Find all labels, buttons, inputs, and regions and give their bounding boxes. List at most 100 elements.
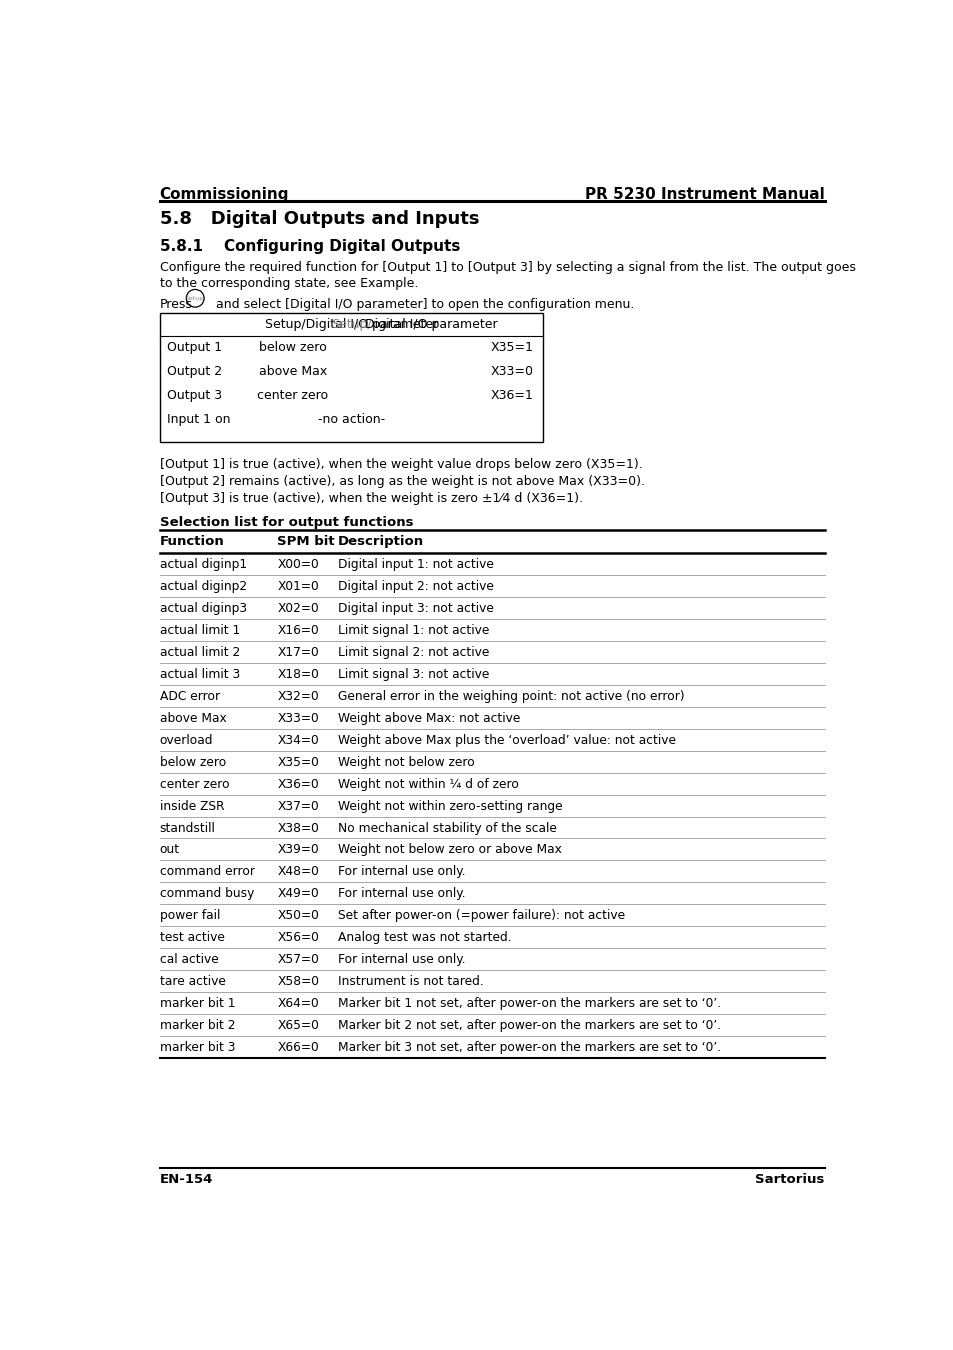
Text: Limit signal 3: not active: Limit signal 3: not active: [337, 668, 489, 680]
Text: Limit signal 2: not active: Limit signal 2: not active: [337, 645, 489, 659]
Text: Digital I/O parameter: Digital I/O parameter: [365, 317, 497, 331]
Text: For internal use only.: For internal use only.: [337, 953, 465, 967]
Text: Instrument is not tared.: Instrument is not tared.: [337, 975, 483, 988]
Text: cal active: cal active: [159, 953, 218, 967]
Text: General error in the weighing point: not active (no error): General error in the weighing point: not…: [337, 690, 683, 703]
Text: Setup: Setup: [186, 296, 204, 301]
Text: Output 2: Output 2: [167, 364, 222, 378]
Text: out: out: [159, 844, 179, 856]
Text: X02=0: X02=0: [277, 602, 318, 616]
Text: marker bit 3: marker bit 3: [159, 1041, 234, 1054]
Text: Weight above Max plus the ‘overload’ value: not active: Weight above Max plus the ‘overload’ val…: [337, 733, 675, 747]
Text: X38=0: X38=0: [277, 822, 319, 834]
Bar: [159, 313, 542, 443]
Text: above Max: above Max: [258, 364, 327, 378]
Text: to the corresponding state, see Example.: to the corresponding state, see Example.: [159, 278, 417, 290]
Text: X50=0: X50=0: [277, 910, 319, 922]
Text: Output 1: Output 1: [167, 340, 222, 354]
Text: actual limit 2: actual limit 2: [159, 645, 239, 659]
Text: Weight not below zero or above Max: Weight not below zero or above Max: [337, 844, 561, 856]
Text: For internal use only.: For internal use only.: [337, 887, 465, 900]
Text: [Output 2] remains (active), as long as the weight is not above Max (X33=0).: [Output 2] remains (active), as long as …: [159, 475, 644, 487]
Text: command error: command error: [159, 865, 254, 879]
Text: Analog test was not started.: Analog test was not started.: [337, 931, 511, 944]
Text: center zero: center zero: [257, 389, 328, 402]
Text: overload: overload: [159, 733, 213, 747]
Text: Sartorius: Sartorius: [755, 1173, 823, 1187]
Text: actual diginp3: actual diginp3: [159, 602, 247, 616]
Text: Configure the required function for [Output 1] to [Output 3] by selecting a sign: Configure the required function for [Out…: [159, 261, 855, 274]
Text: Selection list for output functions: Selection list for output functions: [159, 516, 413, 529]
Text: 5.8   Digital Outputs and Inputs: 5.8 Digital Outputs and Inputs: [159, 209, 478, 228]
Text: below zero: below zero: [258, 340, 326, 354]
Text: X17=0: X17=0: [277, 645, 318, 659]
Text: X48=0: X48=0: [277, 865, 319, 879]
Text: Description: Description: [337, 535, 423, 548]
Text: Weight not within zero-setting range: Weight not within zero-setting range: [337, 799, 562, 813]
Text: Marker bit 2 not set, after power-on the markers are set to ‘0’.: Marker bit 2 not set, after power-on the…: [337, 1019, 720, 1031]
Text: Weight above Max: not active: Weight above Max: not active: [337, 711, 519, 725]
Text: X66=0: X66=0: [277, 1041, 318, 1054]
Text: X57=0: X57=0: [277, 953, 319, 967]
Text: X64=0: X64=0: [277, 998, 318, 1010]
Text: actual diginp2: actual diginp2: [159, 580, 247, 593]
Text: Digital input 2: not active: Digital input 2: not active: [337, 580, 493, 593]
Text: Marker bit 1 not set, after power-on the markers are set to ‘0’.: Marker bit 1 not set, after power-on the…: [337, 998, 720, 1010]
Text: 5.8.1    Configuring Digital Outputs: 5.8.1 Configuring Digital Outputs: [159, 239, 459, 254]
Text: Set after power-on (=power failure): not active: Set after power-on (=power failure): not…: [337, 910, 624, 922]
Text: -no action-: -no action-: [317, 413, 384, 427]
Text: actual diginp1: actual diginp1: [159, 558, 247, 571]
Text: test active: test active: [159, 931, 224, 944]
Text: Function: Function: [159, 535, 224, 548]
Text: X36=1: X36=1: [491, 389, 534, 402]
Text: Setup/Digital I/O parameter: Setup/Digital I/O parameter: [265, 317, 437, 331]
Text: X33=0: X33=0: [277, 711, 318, 725]
Text: [Output 3] is true (active), when the weight is zero ±1⁄4 d (X36=1).: [Output 3] is true (active), when the we…: [159, 491, 582, 505]
Text: Limit signal 1: not active: Limit signal 1: not active: [337, 624, 489, 637]
Text: center zero: center zero: [159, 778, 229, 791]
Text: Press: Press: [159, 297, 193, 310]
Text: X39=0: X39=0: [277, 844, 318, 856]
Text: ADC error: ADC error: [159, 690, 219, 703]
Text: X37=0: X37=0: [277, 799, 318, 813]
Text: below zero: below zero: [159, 756, 226, 768]
Text: actual limit 3: actual limit 3: [159, 668, 239, 680]
Text: Digital input 3: not active: Digital input 3: not active: [337, 602, 493, 616]
Text: inside ZSR: inside ZSR: [159, 799, 224, 813]
Text: Input 1 on: Input 1 on: [167, 413, 231, 427]
Text: X16=0: X16=0: [277, 624, 318, 637]
Text: No mechanical stability of the scale: No mechanical stability of the scale: [337, 822, 557, 834]
Text: X34=0: X34=0: [277, 733, 318, 747]
Text: X35=1: X35=1: [491, 340, 534, 354]
Text: and select [Digital I/O parameter] to open the configuration menu.: and select [Digital I/O parameter] to op…: [212, 297, 634, 310]
Text: PR 5230 Instrument Manual: PR 5230 Instrument Manual: [584, 186, 823, 201]
Text: X35=0: X35=0: [277, 756, 319, 768]
Text: actual limit 1: actual limit 1: [159, 624, 239, 637]
Text: above Max: above Max: [159, 711, 226, 725]
Text: Weight not within ¼ d of zero: Weight not within ¼ d of zero: [337, 778, 518, 791]
Text: tare active: tare active: [159, 975, 225, 988]
Text: Commissioning: Commissioning: [159, 186, 289, 201]
Text: Digital input 1: not active: Digital input 1: not active: [337, 558, 493, 571]
Text: X58=0: X58=0: [277, 975, 319, 988]
Text: SPM bit: SPM bit: [277, 535, 335, 548]
Text: EN-154: EN-154: [159, 1173, 213, 1187]
Text: marker bit 1: marker bit 1: [159, 998, 234, 1010]
Text: [Output 1] is true (active), when the weight value drops below zero (X35=1).: [Output 1] is true (active), when the we…: [159, 458, 641, 471]
Text: standstill: standstill: [159, 822, 215, 834]
Text: Marker bit 3 not set, after power-on the markers are set to ‘0’.: Marker bit 3 not set, after power-on the…: [337, 1041, 720, 1054]
Text: For internal use only.: For internal use only.: [337, 865, 465, 879]
Text: Output 3: Output 3: [167, 389, 222, 402]
Text: marker bit 2: marker bit 2: [159, 1019, 234, 1031]
Text: power fail: power fail: [159, 910, 220, 922]
Text: X18=0: X18=0: [277, 668, 319, 680]
Text: X56=0: X56=0: [277, 931, 319, 944]
Text: X36=0: X36=0: [277, 778, 318, 791]
Text: X00=0: X00=0: [277, 558, 318, 571]
Text: X49=0: X49=0: [277, 887, 318, 900]
Text: Setup/: Setup/: [331, 317, 372, 331]
Text: X32=0: X32=0: [277, 690, 318, 703]
Text: X01=0: X01=0: [277, 580, 318, 593]
Text: Weight not below zero: Weight not below zero: [337, 756, 474, 768]
Text: X65=0: X65=0: [277, 1019, 319, 1031]
